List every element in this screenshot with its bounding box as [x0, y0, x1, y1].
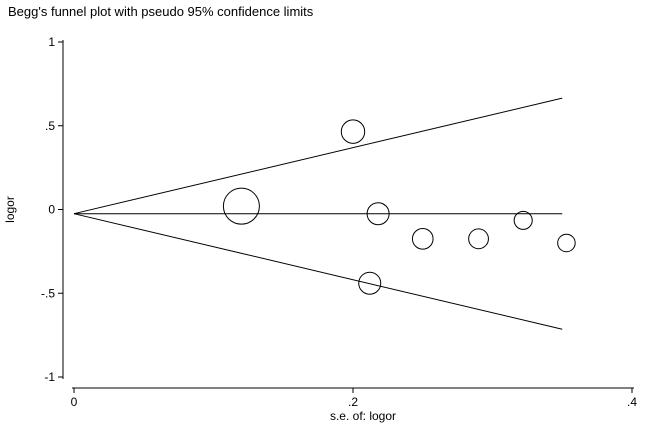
study-point [358, 271, 382, 295]
y-tick-label: 1 [48, 35, 55, 49]
study-point [557, 233, 576, 253]
study-points [222, 119, 576, 295]
x-tick-label: 0 [71, 395, 78, 409]
study-point [340, 119, 366, 144]
study-point [513, 210, 533, 230]
x-axis-label: s.e. of: logor [330, 409, 396, 423]
y-tick-label: -.5 [41, 286, 55, 300]
study-point [468, 228, 489, 250]
lower-confidence-limit [73, 213, 563, 330]
confidence-limits [73, 97, 563, 330]
study-point [411, 228, 434, 250]
x-tick-label: .2 [348, 395, 358, 409]
y-tick-label: .5 [45, 119, 55, 133]
study-point [366, 202, 390, 226]
y-tick-label: 0 [48, 203, 55, 217]
x-tick-label: .4 [627, 395, 637, 409]
chart-title: Begg's funnel plot with pseudo 95% confi… [8, 4, 314, 19]
y-ticks: 1 .5 0 -.5 -1 [41, 35, 63, 384]
y-tick-label: -1 [44, 370, 55, 384]
upper-confidence-limit [73, 97, 563, 215]
study-point [222, 187, 260, 225]
axes: 1 .5 0 -.5 -1 0 .2 .4 [41, 35, 637, 409]
y-axis-label: logor [3, 196, 17, 223]
x-ticks: 0 .2 .4 [71, 388, 637, 409]
